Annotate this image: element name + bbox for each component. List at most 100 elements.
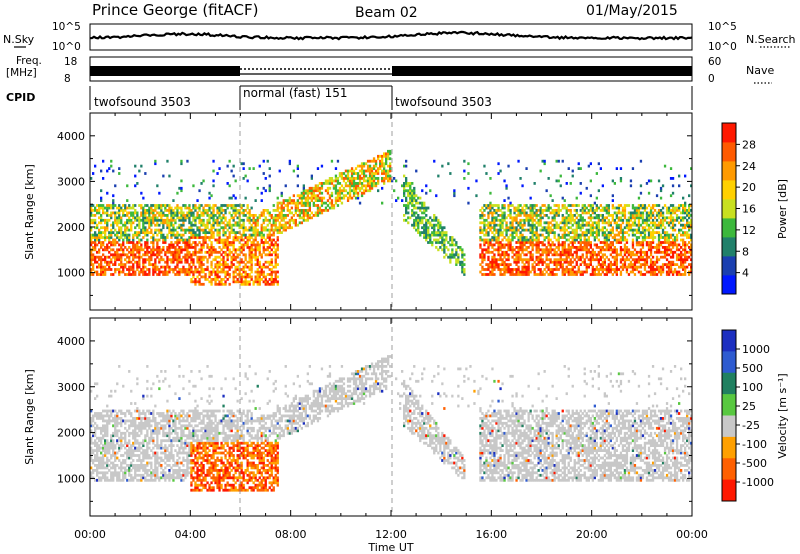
heatmap-cell	[284, 214, 287, 217]
heatmap-cell	[270, 226, 273, 230]
heatmap-cell	[513, 211, 516, 215]
heatmap-cell	[300, 199, 303, 202]
heatmap-cell	[300, 211, 303, 215]
heatmap-cell	[607, 231, 610, 234]
heatmap-cell	[138, 226, 141, 230]
heatmap-cell	[607, 211, 610, 215]
heatmap-cell	[531, 238, 534, 242]
heatmap-cell	[310, 191, 313, 195]
heatmap-cell	[415, 194, 418, 198]
heatmap-cell	[659, 221, 663, 225]
heatmap-cell	[122, 241, 125, 244]
heatmap-cell	[280, 204, 283, 207]
heatmap-cell	[583, 248, 586, 252]
heatmap-cell	[497, 243, 500, 247]
heatmap-cell	[459, 248, 462, 252]
heatmap-cell	[122, 231, 125, 234]
heatmap-cell	[134, 218, 137, 222]
heatmap-cell	[182, 218, 185, 222]
heatmap-cell	[535, 241, 538, 244]
heatmap-cell	[475, 179, 478, 183]
heatmap-cell	[106, 169, 109, 173]
heatmap-cell	[563, 260, 566, 264]
heatmap-cell	[90, 424, 93, 428]
heatmap-cell	[140, 204, 143, 207]
heatmap-cell	[611, 241, 614, 244]
heatmap-cell	[294, 201, 297, 205]
heatmap-cell	[481, 253, 484, 257]
heatmap-cell	[603, 238, 606, 242]
heatmap-cell	[613, 233, 616, 237]
heatmap-cell	[453, 189, 456, 193]
heatmap-cell	[256, 246, 259, 249]
heatmap-cell	[587, 221, 590, 225]
heatmap-cell	[114, 253, 117, 257]
heatmap-cell	[102, 248, 105, 252]
heatmap-cell	[617, 216, 621, 220]
heatmap-cell	[274, 228, 277, 232]
heatmap-cell	[684, 265, 687, 269]
heatmap-cell	[150, 253, 153, 257]
heatmap-cell	[126, 214, 129, 217]
heatmap-cell	[114, 268, 117, 271]
heatmap-cell	[451, 248, 454, 252]
heatmap-cell	[144, 221, 147, 225]
heatmap-cell	[489, 201, 492, 205]
noise-right-label: N.Search	[746, 33, 796, 46]
heatmap-cell	[202, 223, 205, 227]
heatmap-cell	[481, 265, 484, 269]
heatmap-cell	[328, 206, 332, 210]
heatmap-cell	[258, 248, 261, 252]
heatmap-cell	[509, 268, 512, 271]
heatmap-cell	[489, 226, 492, 230]
heatmap-cell	[577, 270, 580, 274]
heatmap-cell	[320, 201, 324, 205]
heatmap-cell	[140, 255, 143, 259]
heatmap-cell	[651, 238, 655, 242]
heatmap-cell	[661, 241, 665, 244]
heatmap-cell	[176, 265, 179, 269]
heatmap-cell	[525, 270, 528, 274]
heatmap-cell	[368, 159, 372, 163]
heatmap-cell	[563, 218, 566, 222]
heatmap-cell	[631, 270, 635, 274]
heatmap-cell	[100, 273, 103, 276]
heatmap-cell	[142, 206, 145, 210]
heatmap-cell	[336, 159, 340, 163]
heatmap-cell	[553, 273, 556, 276]
heatmap-cell	[166, 255, 169, 259]
heatmap-cell	[553, 223, 556, 227]
heatmap-cell	[142, 265, 145, 269]
heatmap-cell	[383, 162, 386, 166]
heatmap-cell	[130, 248, 133, 252]
heatmap-cell	[649, 241, 653, 244]
heatmap-cell	[503, 218, 506, 222]
heatmap-cell	[649, 248, 653, 252]
heatmap-cell	[403, 186, 406, 190]
heatmap-cell	[535, 231, 538, 234]
heatmap-cell	[653, 204, 657, 207]
heatmap-cell	[216, 250, 219, 254]
heatmap-cell	[573, 231, 576, 234]
heatmap-cell	[539, 228, 542, 232]
heatmap-cell	[547, 226, 550, 230]
heatmap-cell	[407, 201, 410, 205]
heatmap-cell	[94, 469, 97, 472]
heatmap-cell	[150, 236, 153, 239]
heatmap-cell	[202, 221, 205, 225]
heatmap-cell	[372, 157, 376, 161]
heatmap-cell	[262, 221, 265, 225]
heatmap-cell	[441, 226, 444, 230]
heatmap-cell	[134, 211, 137, 215]
heatmap-cell	[599, 263, 602, 266]
heatmap-cell	[222, 226, 225, 230]
heatmap-cell	[246, 218, 249, 222]
heatmap-cell	[607, 233, 610, 237]
heatmap-cell	[509, 211, 512, 215]
heatmap-cell	[188, 265, 191, 269]
heatmap-cell	[230, 204, 233, 207]
heatmap-cell	[96, 223, 99, 227]
heatmap-cell	[192, 231, 195, 234]
heatmap-cell	[481, 231, 484, 234]
heatmap-cell	[274, 243, 277, 247]
